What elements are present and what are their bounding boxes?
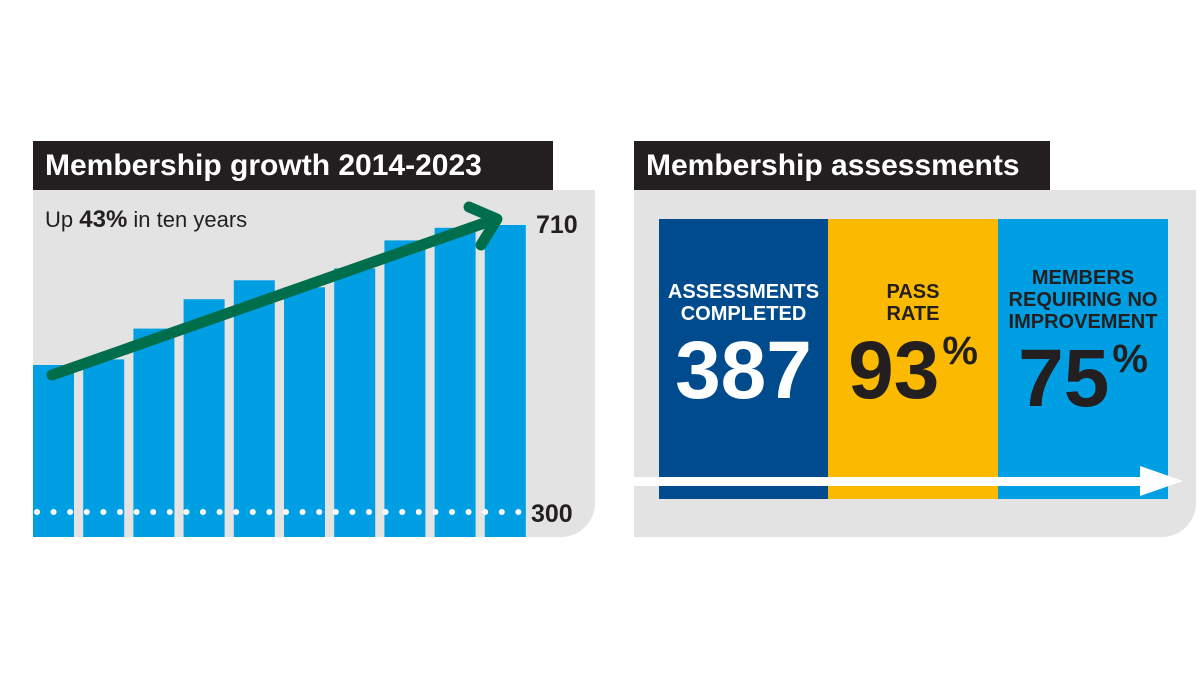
baseline-dot [67,509,74,515]
stat-value: 93% [828,329,998,413]
stat-no-improvement: MEMBERS REQUIRING NO IMPROVEMENT 75% [998,219,1168,499]
bar-2022 [434,227,476,538]
bar-2021 [384,240,426,537]
stat-label: PASS RATE [886,281,940,325]
baseline-dot [316,509,323,515]
stat-unit: % [1112,337,1148,381]
baseline-dot [465,509,472,515]
baseline-dot [100,509,107,515]
bar-2014 [33,365,74,537]
baseline-dot [200,509,206,515]
baseline-dot [399,509,406,515]
stat-unit: % [942,329,978,373]
baseline-dot [266,509,273,515]
subtitle-percent: 43% [79,206,128,233]
bar-2015 [83,359,125,537]
stat-pass-rate: PASS RATE 93% [828,219,998,499]
bar-2023 [484,225,526,537]
baseline-dot [117,509,123,515]
baseline-dot [34,509,40,515]
baseline-dot [249,509,256,515]
growth-subtitle: Up 43% in ten years [45,206,247,234]
baseline-dot [432,509,439,515]
stat-value: 387 [663,329,824,413]
subtitle-pre: Up [45,207,74,232]
trend-arrowhead-icon [463,201,503,251]
tick-label-max: 710 [536,211,578,239]
tick-label-min: 300 [531,500,573,528]
baseline-dot [482,509,489,515]
baseline-dot [498,509,505,515]
baseline-dot [233,509,240,515]
baseline-dot [283,509,289,515]
stat-number: 93 [848,325,940,416]
bar-2020 [334,268,376,537]
subtitle-post: in ten years [133,207,248,232]
stat-value: 75% [1002,337,1164,421]
baseline-dot [366,509,372,515]
baseline-dot [83,509,90,515]
baseline-dot [166,509,173,515]
baseline-dot [216,509,223,515]
stat-number: 75 [1018,333,1110,424]
baseline-dot [150,509,157,515]
baseline-dot [50,509,57,515]
bar-2017 [183,299,225,537]
stat-assessments-completed: ASSESSMENTS COMPLETED 387 [659,219,828,499]
bar-2019 [284,287,325,537]
baseline-dot [133,509,140,515]
baseline-dot [183,509,190,515]
baseline-dot [299,509,306,515]
baseline-dot [515,509,522,515]
stat-number: 387 [675,325,812,416]
stat-label: MEMBERS REQUIRING NO IMPROVEMENT [1008,267,1158,333]
stat-label: ASSESSMENTS COMPLETED [667,281,820,325]
baseline-dot [349,509,356,515]
trend-arrow-icon [46,214,499,381]
baseline-dot [415,509,422,515]
baseline-dot [332,509,339,515]
membership-growth-title: Membership growth 2014-2023 [33,141,553,190]
baseline-dot [382,509,389,515]
membership-assessments-title: Membership assessments [634,141,1050,190]
bar-2016 [133,328,175,537]
bar-2018 [233,280,275,537]
baseline-dot [449,509,455,515]
